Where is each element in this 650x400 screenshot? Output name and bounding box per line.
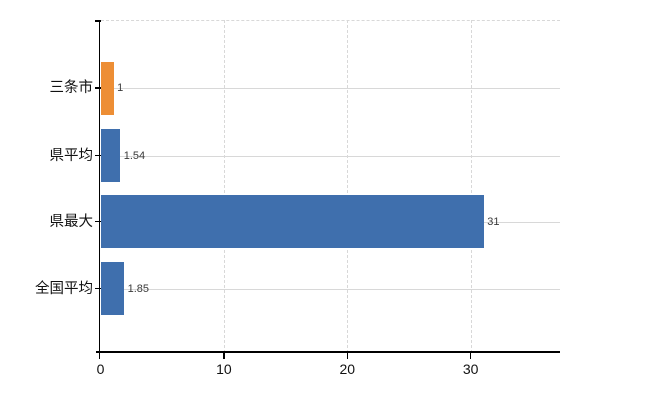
- gridline-vertical: [347, 20, 349, 353]
- gridline-horizontal: [100, 88, 560, 89]
- x-tick-label: 20: [339, 361, 356, 377]
- bar-value-label: 1.85: [127, 282, 149, 295]
- gridline-vertical: [223, 20, 225, 353]
- gridline-horizontal: [100, 155, 560, 157]
- plot-top-border: [100, 20, 560, 21]
- gridline-horizontal: [100, 288, 560, 290]
- category-label: 全国平均: [35, 280, 93, 297]
- category-label: 県最大: [49, 213, 94, 230]
- y-axis: [98, 20, 101, 359]
- x-tick-label: 0: [96, 361, 105, 377]
- y-tick: [94, 154, 101, 157]
- bar: [101, 262, 125, 315]
- y-tick: [94, 87, 101, 89]
- bar-value-label: 1.54: [123, 149, 146, 162]
- x-tick-label: 10: [216, 361, 232, 377]
- y-tick: [94, 220, 101, 223]
- bar-value-label: 1: [117, 82, 124, 94]
- y-tick: [94, 287, 101, 290]
- bar-value-label: 31: [487, 215, 500, 228]
- bar: [101, 195, 484, 248]
- category-label: 県平均: [49, 147, 94, 164]
- bar: [101, 129, 121, 182]
- gridline-vertical: [470, 20, 472, 353]
- x-tick: [469, 353, 472, 359]
- x-axis: [95, 351, 560, 353]
- bar: [101, 61, 114, 115]
- x-tick-label: 30: [462, 361, 479, 377]
- category-label: 三条市: [49, 80, 94, 96]
- x-tick: [346, 353, 349, 359]
- x-tick: [223, 353, 225, 359]
- y-axis-top-tick: [95, 20, 101, 22]
